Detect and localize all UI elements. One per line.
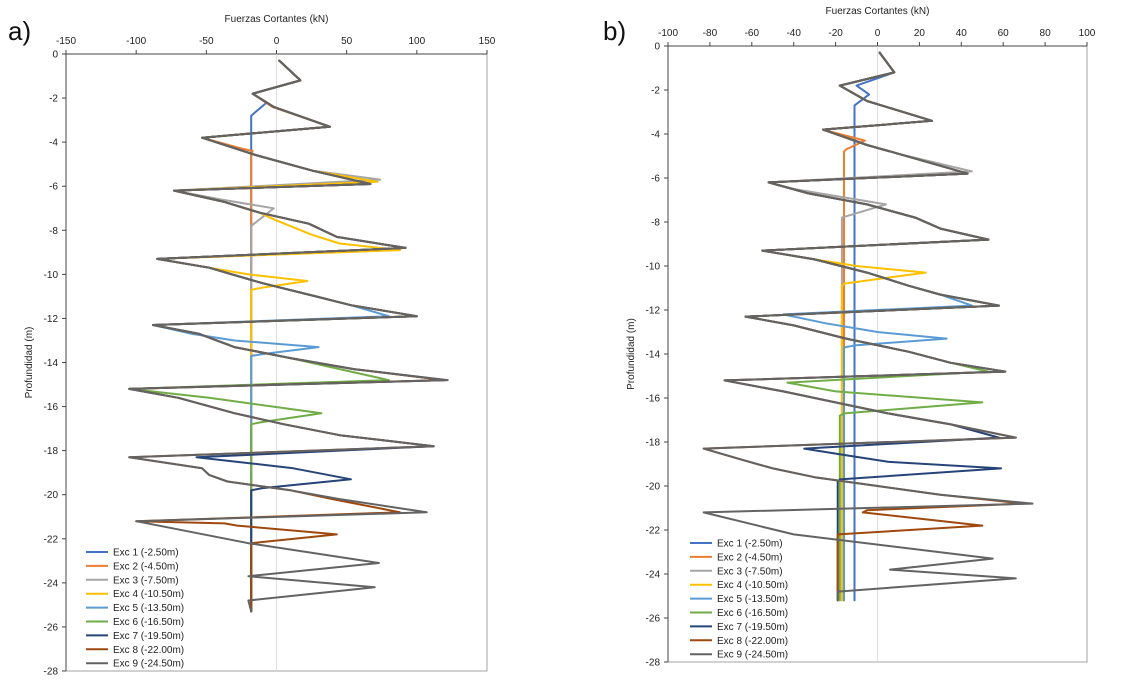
y-tick-label: 0 [52,50,58,61]
series-line-exc-9 [128,59,449,613]
y-tick-label: -24 [646,570,661,581]
legend: Exc 1 (-2.50m) Exc 2 (-4.50m) Exc 3 (-7.50… [690,539,788,661]
legend-label-exc-8: Exc 8 (-22.00m) [717,636,788,647]
legend-label-exc-7: Exc 7 (-19.50m) [113,631,184,642]
panel-label: a) [8,16,31,46]
y-tick-label: -20 [44,490,59,501]
y-tick-label: -10 [646,262,661,273]
x-tick-label: -100 [658,28,678,39]
legend-label-exc-5: Exc 5 (-13.50m) [113,603,184,614]
y-tick-label: -18 [44,446,59,457]
y-tick-label: -6 [651,174,660,185]
x-tick-label: 0 [875,28,881,39]
y-tick-label: -14 [646,350,661,361]
y-tick-label: -12 [44,314,59,325]
chart-panel-2: b)Fuerzas Cortantes (kN)Profundidad (m)-… [603,6,1096,669]
y-tick-label: -2 [651,86,660,97]
y-tick-label: -18 [646,438,661,449]
legend: Exc 1 (-2.50m) Exc 2 (-4.50m) Exc 3 (-7.50… [86,548,184,670]
legend-label-exc-1: Exc 1 (-2.50m) [113,548,179,559]
y-tick-label: -22 [44,534,59,545]
series-line-exc-8 [702,51,1026,602]
y-tick-label: -16 [44,402,59,413]
legend-label-exc-6: Exc 6 (-16.50m) [113,617,184,628]
y-tick-label: -24 [44,578,59,589]
legend-label-exc-1: Exc 1 (-2.50m) [717,539,783,550]
y-axis-label: Profundidad (m) [24,327,35,399]
series-line-exc-9 [702,51,1034,602]
legend-label-exc-7: Exc 7 (-19.50m) [717,622,788,633]
y-tick-label: -14 [44,358,59,369]
x-tick-label: 60 [998,28,1010,39]
x-tick-label: 100 [408,36,425,47]
y-tick-label: -12 [646,306,661,317]
y-tick-label: -8 [49,226,58,237]
x-tick-label: -40 [786,28,801,39]
y-tick-label: -22 [646,526,661,537]
x-tick-label: 40 [956,28,968,39]
y-axis-label: Profundidad (m) [626,318,637,390]
y-tick-label: -28 [646,658,661,669]
y-tick-label: -26 [646,614,661,625]
x-tick-label: 20 [914,28,926,39]
legend-label-exc-3: Exc 3 (-7.50m) [113,575,179,586]
legend-label-exc-6: Exc 6 (-16.50m) [717,608,788,619]
y-tick-label: -20 [646,482,661,493]
series-line-exc-6 [744,51,1000,602]
x-tick-label: -50 [199,36,214,47]
chart-title: Fuerzas Cortantes (kN) [225,14,329,25]
x-tick-label: -20 [828,28,843,39]
x-tick-label: -60 [745,28,760,39]
legend-label-exc-8: Exc 8 (-22.00m) [113,645,184,656]
y-tick-label: -2 [49,94,58,105]
panel-label: b) [603,16,626,46]
y-tick-label: -6 [49,182,58,193]
legend-label-exc-4: Exc 4 (-10.50m) [717,580,788,591]
legend-label-exc-2: Exc 2 (-4.50m) [113,561,179,572]
x-tick-label: 50 [341,36,353,47]
legend-label-exc-2: Exc 2 (-4.50m) [717,552,783,563]
series-line-exc-1 [853,51,896,602]
y-tick-label: -10 [44,270,59,281]
y-tick-label: -26 [44,622,59,633]
chart-title: Fuerzas Cortantes (kN) [826,6,930,17]
legend-label-exc-4: Exc 4 (-10.50m) [113,589,184,600]
x-tick-label: -150 [56,36,76,47]
x-tick-label: 100 [1079,28,1096,39]
y-tick-label: 0 [654,42,660,53]
chart-panel-1: a) Fuerzas Cortantes (kN)Profundidad (m)-… [8,14,496,678]
y-tick-label: -28 [44,667,59,678]
y-tick-label: -16 [646,394,661,405]
x-tick-label: 0 [274,36,280,47]
x-tick-label: -100 [126,36,146,47]
legend-label-exc-3: Exc 3 (-7.50m) [717,566,783,577]
y-tick-label: -4 [651,130,660,141]
x-tick-label: -80 [703,28,718,39]
y-tick-label: -4 [49,138,58,149]
legend-label-exc-9: Exc 9 (-24.50m) [113,659,184,670]
legend-label-exc-9: Exc 9 (-24.50m) [717,650,788,661]
series-line-exc-7 [723,51,1007,602]
x-tick-label: 80 [1040,28,1052,39]
y-tick-label: -8 [651,218,660,229]
x-tick-label: 150 [479,36,496,47]
legend-label-exc-5: Exc 5 (-13.50m) [717,594,788,605]
